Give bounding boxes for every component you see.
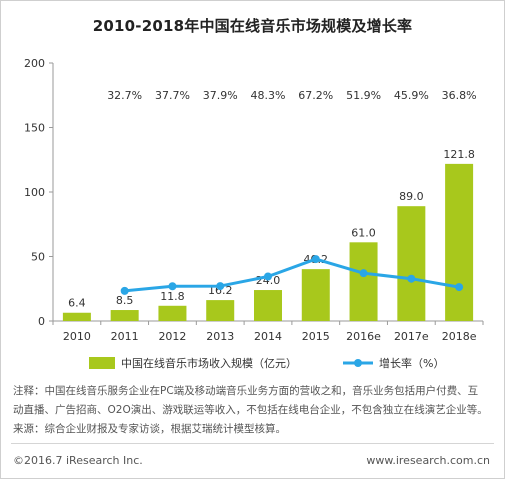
line-value-label: 48.3%: [251, 89, 286, 102]
line-point: [168, 282, 177, 291]
line-point: [216, 282, 225, 291]
legend: 中国在线音乐市场收入规模（亿元） 增长率（%）: [89, 356, 444, 370]
x-tick-label: 2015: [302, 330, 330, 343]
line-point: [311, 255, 320, 264]
note-line-1: 注释：中国在线音乐服务企业在PC端及移动端音乐业务方面的营收之和，音乐业务包括用…: [13, 385, 479, 397]
source-line: 来源：综合企业财报及专家访谈，根据艾瑞统计模型核算。: [13, 423, 286, 435]
x-tick-label: 2016e: [346, 330, 381, 343]
growth-rate-line: [124, 257, 460, 293]
bar-value-label: 11.8: [160, 290, 185, 303]
line-series: 32.7% 37.7% 37.9% 48.3% 67.2% 51.9% 45.9% 36.8%: [107, 89, 477, 295]
legend-bar-label: 中国在线音乐市场收入规模（亿元）: [121, 356, 297, 370]
line-value-label: 36.8%: [442, 89, 477, 102]
bar-value-label: 61.0: [351, 226, 376, 239]
line-value-label: 45.9%: [394, 89, 429, 102]
line-point: [120, 286, 129, 295]
bar: [206, 300, 235, 321]
bar: [158, 305, 187, 321]
legend-line-marker: [354, 359, 362, 367]
x-tick-label: 2018e: [442, 330, 477, 343]
website-text: www.iresearch.com.cn: [366, 454, 490, 467]
legend-bar-swatch: [89, 357, 115, 369]
line-value-label: 37.9%: [203, 89, 238, 102]
line-point: [455, 283, 464, 292]
x-tick-label: 2017e: [394, 330, 429, 343]
axes: 0 50 100 150 200 2010 2011 2012 2013 2014 2015 2016…: [24, 57, 484, 343]
bar-value-label: 89.0: [399, 190, 424, 203]
y-tick-label: 150: [24, 122, 45, 135]
y-tick-label: 200: [24, 57, 45, 70]
notes: 注释：中国在线音乐服务企业在PC端及移动端音乐业务方面的营收之和，音乐业务包括用…: [13, 382, 493, 439]
legend-line-label: 增长率（%）: [379, 356, 444, 370]
y-tick-label: 100: [24, 186, 45, 199]
line-point: [407, 274, 416, 283]
line-value-label: 37.7%: [155, 89, 190, 102]
bar: [62, 312, 91, 321]
copyright-text: ©2016.7 iResearch Inc.: [13, 454, 143, 467]
bar: [349, 242, 378, 321]
line-point: [264, 272, 272, 281]
bar: [445, 163, 474, 321]
bar-value-label: 6.4: [68, 297, 86, 310]
chart-title: 2010-2018年中国在线音乐市场规模及增长率: [92, 17, 413, 35]
chart-canvas: 0 50 100 150 200 2010 2011 2012 2013 2014 2015 2016…: [24, 57, 484, 370]
bar: [254, 290, 282, 321]
line-value-label: 67.2%: [298, 89, 333, 102]
bar: [110, 310, 139, 321]
line-value-label: 51.9%: [346, 89, 381, 102]
x-tick-label: 2010: [63, 330, 91, 343]
footer-divider: [11, 443, 494, 444]
note-line-2: 动直播、广告招商、O2O演出、游戏联运等收入，不包括在线电台企业，不包含独立在线…: [13, 404, 488, 416]
x-tick-label: 2013: [206, 330, 234, 343]
y-tick-label: 0: [38, 315, 45, 328]
bar-value-label: 121.8: [443, 148, 475, 161]
x-tick-label: 2012: [158, 330, 186, 343]
line-point: [359, 269, 368, 278]
bar: [301, 269, 330, 321]
y-tick-label: 50: [31, 251, 45, 264]
x-tick-label: 2014: [254, 330, 282, 343]
bar-value-label: 8.5: [116, 294, 134, 307]
bar: [397, 206, 426, 321]
line-value-label: 32.7%: [107, 89, 142, 102]
x-tick-label: 2011: [111, 330, 139, 343]
